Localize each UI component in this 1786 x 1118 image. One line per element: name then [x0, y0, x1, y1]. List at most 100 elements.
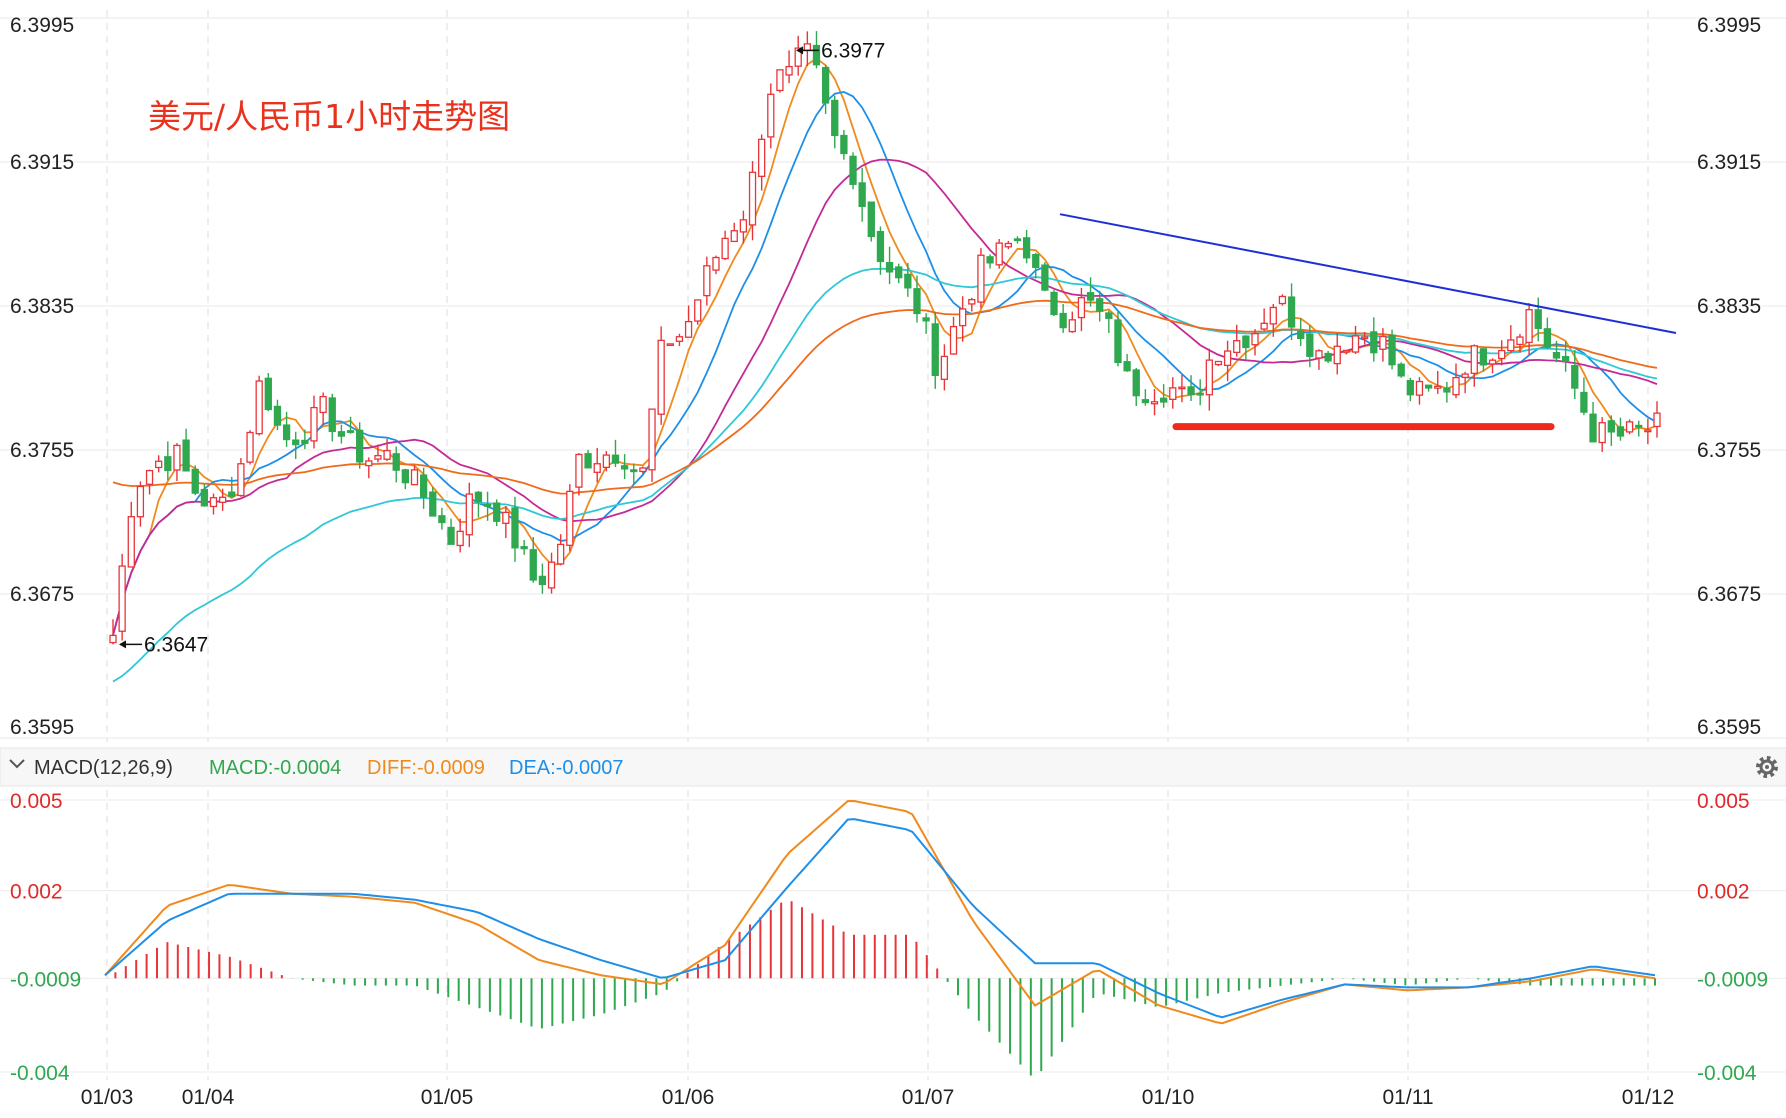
candle-body — [1598, 422, 1606, 444]
macd-value: MACD:-0.0004 — [209, 757, 341, 779]
candle-body — [1607, 420, 1615, 433]
high-label: 6.3977 — [821, 39, 885, 62]
dea-value: DEA:-0.0007 — [509, 757, 624, 779]
candle-body — [712, 256, 720, 271]
candle-body — [1452, 376, 1460, 396]
candle-body — [438, 515, 446, 524]
diff-line — [104, 799, 1656, 1025]
candle-body — [255, 380, 263, 435]
candle-body — [456, 530, 464, 547]
candle-body — [1534, 309, 1542, 330]
candle-body — [264, 377, 272, 411]
candle-body — [758, 138, 766, 177]
candle-body — [1242, 335, 1250, 349]
candle-body — [1196, 392, 1204, 396]
candle-body — [237, 463, 245, 497]
candle-body — [959, 308, 967, 327]
candle-body — [1251, 332, 1259, 346]
candle-body — [1424, 384, 1433, 389]
candle-body — [748, 171, 757, 226]
macd-indicator-name: MACD(12,26,9) — [34, 757, 173, 779]
candle-body — [200, 488, 209, 507]
high-annotation: 6.3977 — [796, 39, 885, 62]
candle-body — [447, 526, 455, 545]
price-tick-label-right: 6.3755 — [1697, 439, 1761, 462]
candlesticks — [109, 31, 1661, 645]
candle-body — [557, 543, 565, 565]
candle-body — [1653, 412, 1661, 428]
candle-body — [1324, 352, 1332, 362]
candle-body — [182, 439, 190, 472]
candle-body — [1086, 292, 1095, 301]
candle-body — [1278, 295, 1287, 305]
candle-body — [895, 266, 903, 279]
candle-body — [1479, 348, 1488, 366]
macd-axis-left: 0.005 0.002 -0.0009 -0.004 — [10, 790, 81, 1085]
candle-body — [675, 336, 684, 342]
candle-body — [995, 242, 1003, 266]
candle-body — [383, 449, 391, 460]
price-tick-label-left: 6.3755 — [10, 439, 74, 462]
candle-body — [1571, 365, 1579, 389]
price-tick-label-right: 6.3995 — [1697, 14, 1761, 37]
candle-body — [821, 66, 830, 104]
candle-body — [520, 546, 528, 550]
candle-body — [1306, 333, 1314, 357]
candle-body — [1516, 336, 1524, 346]
candle-body — [511, 507, 519, 549]
candle-body — [1233, 340, 1241, 354]
candle-body — [173, 444, 181, 471]
candle-body — [273, 405, 282, 426]
candle-body — [1589, 413, 1597, 443]
candle-body — [575, 453, 583, 488]
candle-body — [1644, 429, 1652, 433]
candle-body — [785, 65, 793, 76]
candle-body — [1360, 336, 1369, 340]
candle-body — [949, 325, 958, 355]
ma60-line — [112, 267, 1658, 683]
candle-body — [1050, 291, 1058, 316]
candle-body — [1105, 312, 1113, 319]
resistance-trendline — [1059, 213, 1677, 334]
moving-averages — [112, 57, 1658, 683]
candle-body — [1223, 350, 1232, 367]
macd-tick-label-left: -0.0009 — [10, 968, 81, 991]
candle-body — [529, 549, 537, 581]
candle-body — [876, 230, 885, 263]
price-tick-label-left: 6.3995 — [10, 14, 74, 37]
candle-body — [1434, 385, 1442, 389]
candle-body — [593, 463, 601, 473]
candle-body — [209, 497, 218, 508]
candle-body — [1169, 387, 1177, 400]
price-axis-left: 6.3995 6.3915 6.3835 6.3755 6.3675 6.3595 — [10, 14, 74, 739]
collapse-chevron-icon[interactable] — [9, 759, 25, 769]
candle-body — [1470, 345, 1478, 374]
candle-body — [1260, 322, 1268, 330]
date-tick-label: 01/04 — [182, 1086, 235, 1109]
candle-body — [803, 43, 811, 52]
candle-body — [392, 453, 400, 471]
candle-body — [465, 493, 473, 536]
candle-body — [374, 455, 382, 460]
candle-body — [328, 397, 336, 433]
candle-body — [794, 47, 802, 67]
candle-body — [1059, 312, 1067, 329]
diff-value: DIFF:-0.0009 — [367, 757, 485, 779]
candle-body — [1032, 254, 1040, 268]
candle-body — [1580, 391, 1588, 413]
candle-body — [639, 467, 647, 473]
candle-body — [831, 99, 839, 137]
settings-gear-icon[interactable] — [1756, 756, 1778, 778]
candle-body — [310, 406, 318, 442]
price-tick-label-right: 6.3595 — [1697, 716, 1761, 739]
candle-body — [1132, 369, 1140, 397]
candle-body — [931, 323, 939, 377]
candle-body — [365, 460, 373, 467]
candle-body — [1461, 373, 1469, 379]
candle-body — [922, 317, 930, 322]
price-tick-label-left: 6.3915 — [10, 151, 74, 174]
candle-body — [1625, 421, 1634, 433]
candle-body — [730, 230, 738, 243]
candle-body — [812, 44, 821, 66]
candle-body — [401, 469, 410, 484]
